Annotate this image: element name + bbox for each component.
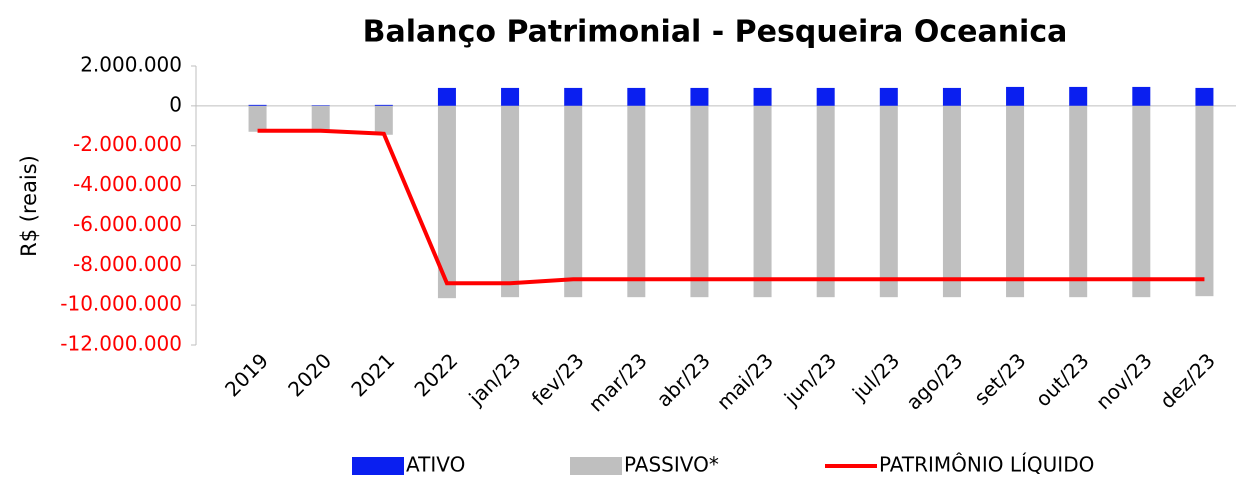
x-tick-label: 2020: [283, 348, 336, 401]
bar: [879, 105, 898, 298]
bar: [311, 105, 330, 132]
bar: [1195, 87, 1214, 106]
legend-label: PASSIVO*: [624, 453, 719, 477]
bar: [942, 105, 961, 298]
chart-title: Balanço Patrimonial - Pesqueira Oceanica: [363, 15, 1068, 50]
y-tick-label: 0: [169, 92, 182, 116]
y-tick-label: -4.000.000: [73, 172, 182, 196]
bar: [942, 87, 961, 106]
x-tick-label: mai/23: [712, 348, 778, 414]
bar: [564, 105, 583, 298]
legend-swatch: [352, 457, 404, 475]
bar: [1132, 105, 1151, 298]
bar: [501, 87, 520, 106]
line: [257, 128, 1205, 286]
bar: [753, 87, 772, 106]
x-tick-label: jun/23: [779, 348, 841, 410]
x-tick-label: 2022: [409, 348, 462, 401]
y-tick-label: 2.000.000: [80, 53, 182, 77]
bar: [816, 105, 835, 298]
bar: [1132, 86, 1151, 106]
x-tick-label: abr/23: [652, 348, 715, 411]
x-tick-label: jul/23: [847, 348, 904, 405]
bar: [1069, 105, 1088, 298]
bar: [564, 87, 583, 106]
bar: [1006, 105, 1025, 298]
y-tick-label: -2.000.000: [73, 132, 182, 156]
bar: [690, 87, 709, 106]
bar: [248, 105, 267, 132]
bar: [1195, 105, 1214, 297]
x-tick-label: mar/23: [584, 348, 652, 416]
x-tick-label: ago/23: [901, 348, 967, 414]
legend-label: ATIVO: [406, 453, 465, 477]
y-axis-label: R$ (reais): [17, 155, 41, 257]
legend-swatch: [570, 457, 622, 475]
y-tick-label: -6.000.000: [73, 212, 182, 236]
bar: [627, 87, 646, 106]
x-tick-label: 2021: [346, 348, 399, 401]
x-tick-label: 2019: [220, 348, 273, 401]
legend-label: PATRIMÔNIO LÍQUIDO: [879, 453, 1094, 477]
bar: [690, 105, 709, 298]
x-tick-label: nov/23: [1091, 348, 1157, 414]
bar: [753, 105, 772, 298]
bar: [627, 105, 646, 298]
bar: [437, 87, 456, 106]
bar: [248, 104, 267, 106]
bar: [879, 87, 898, 106]
bar: [816, 87, 835, 106]
x-tick-label: set/23: [969, 348, 1030, 409]
bar: [437, 105, 456, 299]
x-tick-label: out/23: [1031, 348, 1094, 411]
x-tick-label: dez/23: [1155, 348, 1220, 413]
y-tick-label: -12.000.000: [60, 332, 182, 356]
bar: [374, 104, 393, 106]
y-tick-label: -8.000.000: [73, 252, 182, 276]
x-tick-label: jan/23: [463, 348, 525, 410]
bar: [1006, 86, 1025, 106]
bar: [311, 105, 330, 106]
bar: [501, 105, 520, 298]
x-tick-label: fev/23: [527, 348, 589, 410]
bar: [374, 105, 393, 135]
bar: [1069, 86, 1088, 106]
y-tick-label: -10.000.000: [60, 292, 182, 316]
